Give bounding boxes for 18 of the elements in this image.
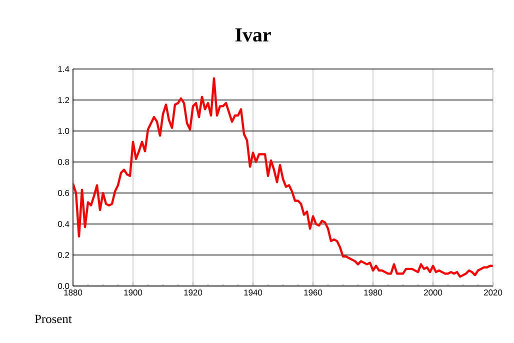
x-tick-label: 1880: [64, 290, 82, 296]
y-tick-label: 0.0: [58, 283, 70, 289]
y-tick-label: 1.0: [58, 128, 70, 134]
y-tick-label: 0.8: [58, 159, 70, 165]
chart-title: Ivar: [235, 28, 271, 42]
x-tick-label: 2020: [484, 290, 502, 296]
y-tick-label: 1.4: [58, 66, 70, 72]
y-tick-label: 0.2: [58, 252, 70, 258]
x-tick-label: 1980: [364, 290, 382, 296]
x-tick-label: 1900: [124, 290, 142, 296]
x-tick-label: 1940: [244, 290, 262, 296]
x-tick-label: 1960: [304, 290, 322, 296]
y-tick-label: 0.4: [58, 221, 70, 227]
x-tick-label: 2000: [424, 290, 442, 296]
y-tick-label: 1.2: [58, 97, 70, 103]
y-tick-label: 0.6: [58, 190, 70, 196]
x-tick-label: 1920: [184, 290, 202, 296]
y-axis-title: Prosent: [34, 314, 72, 324]
